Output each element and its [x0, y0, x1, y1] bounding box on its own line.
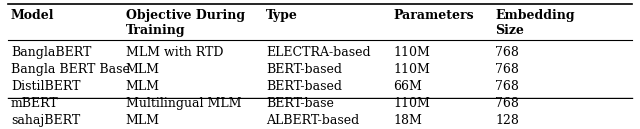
Text: 110M: 110M	[394, 63, 430, 76]
Text: Type: Type	[266, 9, 298, 22]
Text: Multilingual MLM: Multilingual MLM	[125, 97, 241, 110]
Text: 768: 768	[495, 46, 519, 59]
Text: ALBERT-based: ALBERT-based	[266, 114, 359, 127]
Text: BERT-based: BERT-based	[266, 80, 342, 93]
Text: MLM: MLM	[125, 114, 159, 127]
Text: Objective During
Training: Objective During Training	[125, 9, 244, 37]
Text: BERT-based: BERT-based	[266, 63, 342, 76]
Text: MLM: MLM	[125, 63, 159, 76]
Text: 128: 128	[495, 114, 519, 127]
Text: Embedding
Size: Embedding Size	[495, 9, 575, 37]
Text: mBERT: mBERT	[11, 97, 59, 110]
Text: BERT-base: BERT-base	[266, 97, 333, 110]
Text: DistilBERT: DistilBERT	[11, 80, 81, 93]
Text: MLM with RTD: MLM with RTD	[125, 46, 223, 59]
Text: 66M: 66M	[394, 80, 422, 93]
Text: 768: 768	[495, 63, 519, 76]
Text: Model: Model	[11, 9, 54, 22]
Text: sahajBERT: sahajBERT	[11, 114, 80, 127]
Text: ELECTRA-based: ELECTRA-based	[266, 46, 371, 59]
Text: Parameters: Parameters	[394, 9, 474, 22]
Text: 768: 768	[495, 80, 519, 93]
Text: MLM: MLM	[125, 80, 159, 93]
Text: Bangla BERT Base: Bangla BERT Base	[11, 63, 130, 76]
Text: BanglaBERT: BanglaBERT	[11, 46, 92, 59]
Text: 768: 768	[495, 97, 519, 110]
Text: 110M: 110M	[394, 46, 430, 59]
Text: 18M: 18M	[394, 114, 422, 127]
Text: 110M: 110M	[394, 97, 430, 110]
